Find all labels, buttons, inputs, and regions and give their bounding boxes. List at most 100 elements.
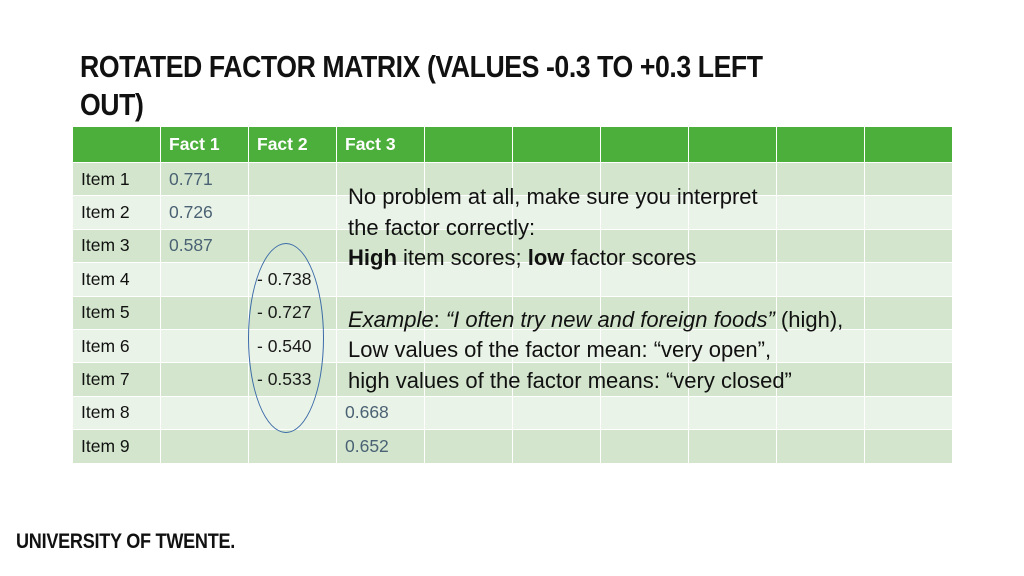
empty-cell (600, 262, 689, 297)
empty-cell (600, 429, 689, 464)
empty-cell (776, 328, 865, 364)
note-line: high values of the factor means: “very c… (348, 367, 792, 393)
header-cell (72, 126, 161, 163)
note-line: Low values of the factor mean: “very ope… (348, 337, 772, 362)
table-row: Item 5 - 0.727 (72, 295, 953, 330)
empty-cell (864, 429, 953, 464)
item-label: Item 3 (72, 228, 161, 264)
empty-cell (424, 262, 513, 297)
empty-cell (688, 295, 777, 330)
empty-cell (776, 429, 865, 464)
empty-cell (776, 262, 865, 297)
fact-1-value (160, 262, 249, 297)
item-label: Item 9 (72, 429, 161, 464)
empty-cell (864, 195, 953, 230)
fact-2-value: - 0.533 (248, 362, 337, 397)
empty-cell (600, 395, 689, 431)
empty-cell (776, 295, 865, 330)
fact-1-value (160, 328, 249, 364)
empty-cell (512, 195, 601, 230)
empty-cell (424, 295, 513, 330)
example-quote: “I often try new and foreign foods” (445, 306, 775, 332)
header-cell (600, 126, 689, 163)
note-line: No problem at all, make sure you interpr… (348, 184, 758, 209)
note-example-line: Example: “I often try new and foreign fo… (348, 305, 948, 336)
fact-1-value: 0.587 (160, 228, 249, 264)
table-header-row: Fact 1 Fact 2 Fact 3 (72, 126, 953, 163)
empty-cell (688, 395, 777, 431)
table-row: Item 4 - 0.738 (72, 262, 953, 297)
header-cell (688, 126, 777, 163)
empty-cell (864, 395, 953, 431)
empty-cell (864, 295, 953, 330)
interpretation-note: No problem at all, make sure you interpr… (348, 182, 948, 396)
header-fact-2: Fact 2 (248, 126, 337, 163)
header-cell (864, 126, 953, 163)
note-text: item scores; (396, 245, 528, 270)
note-bold-high: High (348, 245, 397, 270)
note-text: : (433, 306, 446, 332)
fact-3-value: 0.652 (336, 429, 425, 464)
example-label: Example (348, 306, 434, 332)
fact-3-value: 0.668 (336, 395, 425, 431)
fact-2-value (248, 161, 337, 197)
fact-2-value (248, 195, 337, 230)
fact-2-value: - 0.540 (248, 328, 337, 364)
fact-2-value (248, 228, 337, 264)
empty-cell (512, 161, 601, 197)
university-logo-text: UNIVERSITY OF TWENTE. (16, 530, 236, 553)
empty-cell (600, 161, 689, 197)
fact-2-value (248, 429, 337, 464)
empty-cell (424, 362, 513, 397)
empty-cell (512, 262, 601, 297)
fact-1-value (160, 429, 249, 464)
table-row: Item 8 0.668 (72, 395, 953, 431)
empty-cell (864, 161, 953, 197)
fact-2-value: - 0.738 (248, 262, 337, 297)
header-fact-3: Fact 3 (336, 126, 425, 163)
fact-3-value (336, 161, 425, 197)
fact-3-value (336, 362, 425, 397)
item-label: Item 8 (72, 395, 161, 431)
empty-cell (424, 161, 513, 197)
empty-cell (512, 395, 601, 431)
header-cell (776, 126, 865, 163)
empty-cell (512, 228, 601, 264)
fact-1-value (160, 395, 249, 431)
empty-cell (512, 429, 601, 464)
empty-cell (424, 328, 513, 364)
item-label: Item 5 (72, 295, 161, 330)
fact-2-value (248, 395, 337, 431)
item-label: Item 7 (72, 362, 161, 397)
empty-cell (424, 395, 513, 431)
header-cell (424, 126, 513, 163)
empty-cell (776, 161, 865, 197)
empty-cell (512, 295, 601, 330)
factor-matrix-table: Fact 1 Fact 2 Fact 3 Item 1 0.771 Item 2 0.… (72, 126, 953, 464)
note-bold-low: low (527, 245, 565, 270)
item-label: Item 4 (72, 262, 161, 297)
empty-cell (688, 228, 777, 264)
table-row: Item 7 - 0.533 (72, 362, 953, 397)
item-label: Item 6 (72, 328, 161, 364)
table-row: Item 6 - 0.540 (72, 328, 953, 364)
table-row: Item 9 0.652 (72, 429, 953, 464)
empty-cell (776, 395, 865, 431)
empty-cell (424, 429, 513, 464)
empty-cell (600, 295, 689, 330)
note-line: High item scores; low factor scores (348, 243, 948, 274)
empty-cell (424, 195, 513, 230)
slide-title: ROTATED FACTOR MATRIX (VALUES -0.3 TO +0… (80, 49, 763, 122)
fact-3-value (336, 195, 425, 230)
empty-cell (424, 228, 513, 264)
empty-cell (776, 362, 865, 397)
item-label: Item 2 (72, 195, 161, 230)
item-label: Item 1 (72, 161, 161, 197)
empty-cell (600, 228, 689, 264)
note-text: (high), (774, 306, 844, 332)
header-fact-1: Fact 1 (160, 126, 249, 163)
table-row: Item 2 0.726 (72, 195, 953, 230)
empty-cell (512, 362, 601, 397)
note-text: factor scores (564, 245, 697, 270)
table-row: Item 3 0.587 (72, 228, 953, 264)
